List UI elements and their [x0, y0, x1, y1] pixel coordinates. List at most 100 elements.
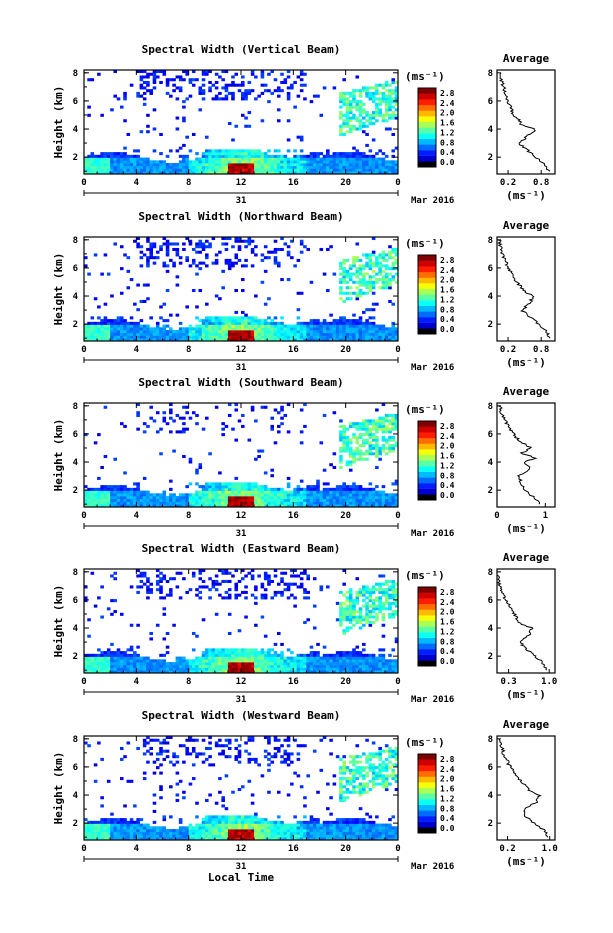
- heatmap-cell: [333, 327, 337, 330]
- heatmap-cell: [342, 78, 346, 81]
- heatmap-cell: [94, 763, 98, 766]
- heatmap-cell: [163, 163, 167, 166]
- heatmap-cell: [143, 491, 147, 494]
- heatmap-cell: [257, 499, 261, 502]
- heatmap-cell: [375, 607, 379, 610]
- heatmap-cell: [388, 114, 392, 117]
- heatmap-cell: [388, 662, 392, 665]
- heatmap-cell: [382, 624, 386, 627]
- heatmap-cell: [198, 572, 202, 575]
- heatmap-cell: [179, 659, 183, 662]
- heatmap-cell: [153, 336, 157, 339]
- heatmap-cell: [346, 152, 350, 155]
- heatmap-cell: [382, 86, 386, 89]
- heatmap-cell: [287, 668, 291, 671]
- heatmap-cell: [195, 78, 199, 81]
- heatmap-cell: [378, 163, 382, 166]
- heatmap-cell: [254, 588, 258, 591]
- heatmap-cell: [349, 336, 353, 339]
- heatmap-cell: [284, 81, 288, 84]
- heatmap-cell: [136, 242, 140, 245]
- heatmap-cell: [143, 75, 147, 78]
- heatmap-cell: [378, 596, 382, 599]
- heatmap-cell: [375, 169, 379, 172]
- heatmap-cell: [391, 580, 395, 583]
- heatmap-cell: [352, 659, 356, 662]
- heatmap-cell: [172, 84, 176, 87]
- heatmap-cell: [339, 430, 343, 433]
- heatmap-cell: [195, 471, 199, 474]
- heatmap-cell: [107, 493, 111, 496]
- heatmap-cell: [388, 160, 392, 163]
- heatmap-cell: [277, 333, 281, 336]
- heatmap-cell: [303, 166, 307, 169]
- heatmap-cell: [215, 81, 219, 84]
- heatmap-cell: [365, 605, 369, 608]
- profile-x-label: (ms⁻¹): [506, 356, 546, 369]
- heatmap-cell: [303, 654, 307, 657]
- heatmap-cell: [100, 485, 104, 488]
- heatmap-cell: [280, 160, 284, 163]
- heatmap-cell: [163, 333, 167, 336]
- heatmap-cell: [333, 452, 337, 455]
- heatmap-cell: [391, 133, 395, 136]
- heatmap-cell: [346, 106, 350, 109]
- heatmap-cell: [163, 73, 167, 76]
- profile-y-tick-label: 6: [488, 430, 493, 440]
- heatmap-cell: [176, 659, 180, 662]
- heatmap-cell: [303, 662, 307, 665]
- heatmap-cell: [261, 406, 265, 409]
- heatmap-cell: [280, 89, 284, 92]
- heatmap-cell: [87, 618, 91, 621]
- heatmap-cell: [130, 829, 134, 832]
- heatmap-cell: [369, 613, 373, 616]
- heatmap-cell: [326, 322, 330, 325]
- heatmap-cell: [120, 651, 124, 654]
- y-tick-label: 2: [73, 652, 78, 662]
- heatmap-cell: [388, 330, 392, 333]
- heatmap-cell: [107, 327, 111, 330]
- heatmap-cell: [346, 659, 350, 662]
- heatmap-cell: [339, 455, 343, 458]
- heatmap-cell: [215, 330, 219, 333]
- heatmap-cell: [218, 482, 222, 485]
- heatmap-cell: [231, 665, 235, 668]
- heatmap-cell: [91, 158, 95, 161]
- heatmap-cell: [303, 336, 307, 339]
- heatmap-cell: [189, 81, 193, 84]
- heatmap-cell: [176, 496, 180, 499]
- heatmap-cell: [372, 447, 376, 450]
- heatmap-cell: [346, 439, 350, 442]
- heatmap-cell: [313, 662, 317, 665]
- heatmap-cell: [362, 591, 366, 594]
- heatmap-cell: [342, 433, 346, 436]
- heatmap-cell: [182, 158, 186, 161]
- heatmap-cell: [202, 160, 206, 163]
- colorbar-swatch: [418, 627, 436, 633]
- heatmap-cell: [120, 491, 124, 494]
- heatmap-cell: [198, 466, 202, 469]
- heatmap-cell: [107, 607, 111, 610]
- heatmap-cell: [123, 152, 127, 155]
- heatmap-cell: [303, 245, 307, 248]
- heatmap-cell: [365, 588, 369, 591]
- heatmap-cell: [391, 97, 395, 100]
- heatmap-cell: [208, 659, 212, 662]
- heatmap-cell: [192, 632, 196, 635]
- heatmap-cell: [182, 78, 186, 81]
- heatmap-cell: [185, 659, 189, 662]
- profile-frame: [497, 237, 555, 341]
- heatmap-cell: [238, 163, 242, 166]
- heatmap-cell: [277, 155, 281, 158]
- heatmap-cell: [110, 322, 114, 325]
- heatmap-cell: [382, 327, 386, 330]
- heatmap-cell: [100, 668, 104, 671]
- heatmap-cell: [270, 659, 274, 662]
- heatmap-cell: [110, 829, 114, 832]
- heatmap-cell: [349, 668, 353, 671]
- colorbar-swatch: [418, 94, 436, 100]
- heatmap-cell: [212, 158, 216, 161]
- heatmap-cell: [342, 428, 346, 431]
- heatmap-cell: [313, 330, 317, 333]
